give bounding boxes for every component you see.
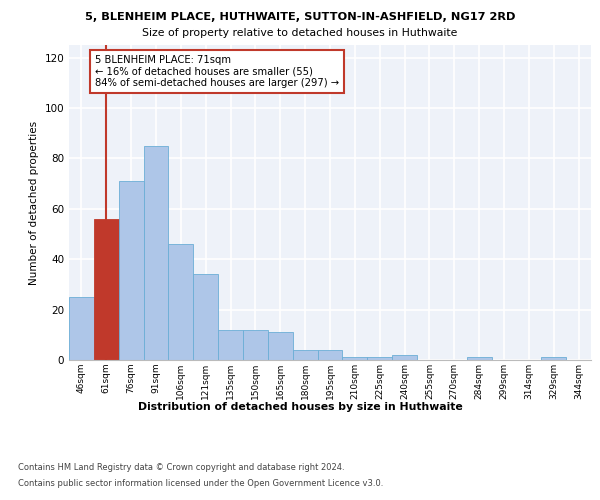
Bar xyxy=(317,350,343,360)
Bar xyxy=(119,181,143,360)
Bar xyxy=(467,358,491,360)
Bar xyxy=(143,146,169,360)
Text: 5, BLENHEIM PLACE, HUTHWAITE, SUTTON-IN-ASHFIELD, NG17 2RD: 5, BLENHEIM PLACE, HUTHWAITE, SUTTON-IN-… xyxy=(85,12,515,22)
Bar xyxy=(293,350,317,360)
Bar xyxy=(343,358,367,360)
Bar xyxy=(94,219,119,360)
Text: Distribution of detached houses by size in Huthwaite: Distribution of detached houses by size … xyxy=(137,402,463,412)
Text: Contains HM Land Registry data © Crown copyright and database right 2024.: Contains HM Land Registry data © Crown c… xyxy=(18,462,344,471)
Bar xyxy=(541,358,566,360)
Bar xyxy=(367,358,392,360)
Text: Contains public sector information licensed under the Open Government Licence v3: Contains public sector information licen… xyxy=(18,479,383,488)
Text: Size of property relative to detached houses in Huthwaite: Size of property relative to detached ho… xyxy=(142,28,458,38)
Bar xyxy=(218,330,243,360)
Y-axis label: Number of detached properties: Number of detached properties xyxy=(29,120,39,284)
Bar xyxy=(392,355,417,360)
Bar xyxy=(169,244,193,360)
Bar xyxy=(243,330,268,360)
Bar xyxy=(69,297,94,360)
Bar xyxy=(268,332,293,360)
Bar xyxy=(193,274,218,360)
Text: 5 BLENHEIM PLACE: 71sqm
← 16% of detached houses are smaller (55)
84% of semi-de: 5 BLENHEIM PLACE: 71sqm ← 16% of detache… xyxy=(95,55,339,88)
